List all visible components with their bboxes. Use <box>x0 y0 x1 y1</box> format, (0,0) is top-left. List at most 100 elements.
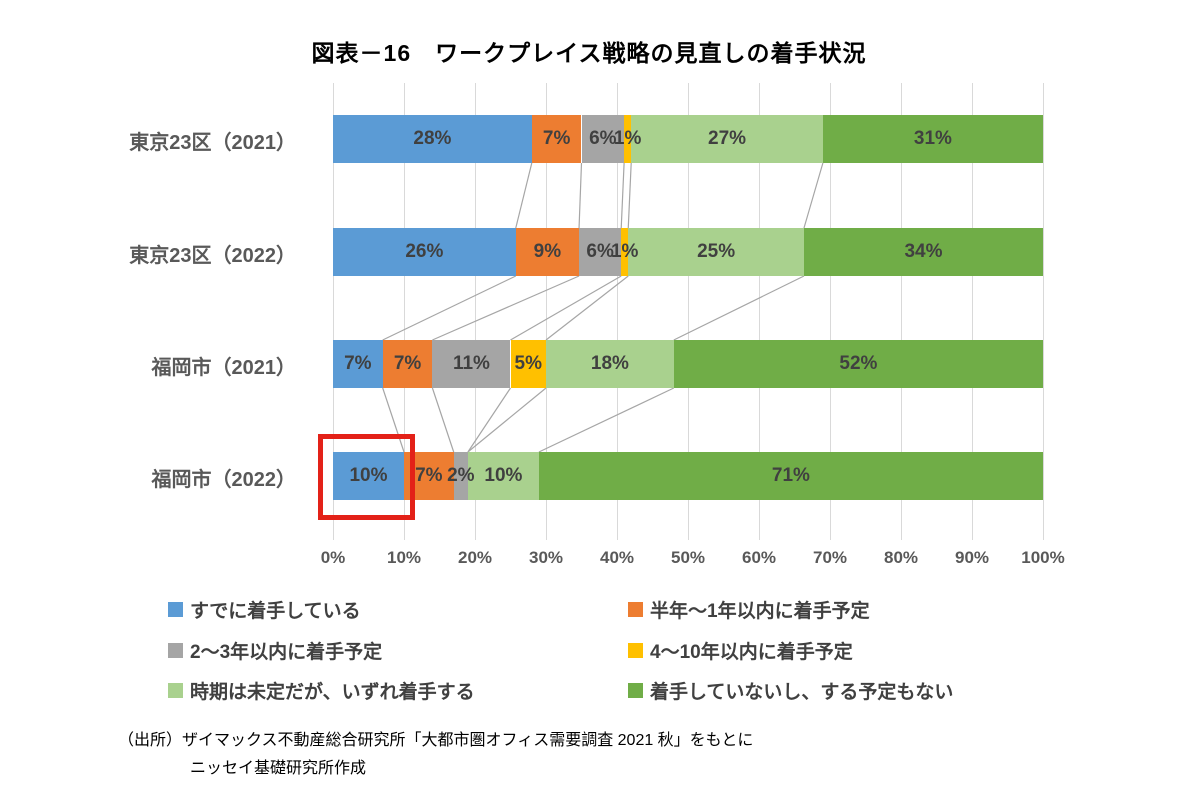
series-connector-lines <box>382 162 824 453</box>
gridline <box>901 83 902 540</box>
segment-data-label: 7% <box>393 353 422 374</box>
segment-data-label: 7% <box>542 128 571 149</box>
legend-item: 半年～1年以内に着手予定 <box>628 596 870 622</box>
bar-segment <box>673 340 1043 388</box>
legend-swatch <box>628 601 643 617</box>
gridline <box>617 83 618 540</box>
segment-data-label: 27% <box>708 128 747 149</box>
x-axis-tick-label: 90% <box>954 548 990 567</box>
segment-data-label: 25% <box>697 241 736 262</box>
gridline <box>830 83 831 540</box>
segment-data-label: 1% <box>613 128 642 149</box>
bar-row: 10% 7% 2% 10% 71% <box>333 452 1043 500</box>
segment-data-label: 11% <box>452 353 490 374</box>
segment-data-label: 31% <box>913 128 952 149</box>
bar-segment <box>333 228 516 276</box>
legend-swatch <box>168 601 183 617</box>
gridline <box>688 83 689 540</box>
segment-data-label: 7% <box>415 465 443 486</box>
bar-segment <box>453 452 468 500</box>
bar-segment <box>382 340 433 388</box>
bar-segment <box>510 340 546 388</box>
bar-segment <box>432 340 511 388</box>
legend-swatch <box>628 642 643 658</box>
gridline <box>972 83 973 540</box>
gridline <box>546 83 547 540</box>
source-line-2: ニッセイ基礎研究所作成 <box>190 760 367 777</box>
x-axis-tick-label: 10% <box>386 548 422 567</box>
segment-data-label: 10% <box>349 465 388 486</box>
bar-segment <box>631 115 823 163</box>
plot-area: 28% 7% 6% 1% 27% 31% 26% 9% 6% 1% 25% 34% 7% 7% 11% 5% 1… <box>333 83 1044 540</box>
segment-data-label: 9% <box>533 241 562 262</box>
legend-label: 2～3年以内に着手予定 <box>190 641 383 663</box>
segment-data-label: 6% <box>589 128 617 149</box>
x-axis-tick-label: 80% <box>883 548 919 567</box>
legend-item: 着手していないし、する予定もない <box>628 677 953 703</box>
segment-data-label: 7% <box>344 353 372 374</box>
bar-segment <box>333 115 532 163</box>
x-axis-tick-label: 70% <box>812 548 848 567</box>
source-line-1: （出所）ザイマックス不動産総合研究所「大都市圏オフィス需要調査 2021 秋」を… <box>118 732 754 749</box>
segment-data-label: 10% <box>484 465 523 486</box>
highlight-rectangle <box>318 434 415 520</box>
legend-item: すでに着手している <box>168 596 361 622</box>
segment-data-label: 71% <box>771 465 810 486</box>
x-axis-tick-label: 20% <box>457 548 493 567</box>
x-axis-tick-label: 50% <box>670 548 706 567</box>
legend-swatch <box>628 682 643 698</box>
category-label: 東京23区（2021） <box>129 132 296 154</box>
category-label: 福岡市（2021） <box>151 357 297 379</box>
bar-segment <box>803 228 1043 276</box>
bar-segment <box>628 228 804 276</box>
bar-row: 26% 9% 6% 1% 25% 34% <box>333 228 1043 276</box>
x-axis-tick-label: 40% <box>599 548 635 567</box>
segment-data-label: 34% <box>904 241 943 262</box>
bar-segment <box>546 340 674 388</box>
legend-label: 着手していないし、する予定もない <box>650 681 954 703</box>
source-note: （出所）ザイマックス不動産総合研究所「大都市圏オフィス需要調査 2021 秋」を… <box>118 727 753 783</box>
legend-swatch <box>168 642 183 658</box>
x-axis-tick-label: 100% <box>1021 548 1065 567</box>
gridline <box>333 83 334 540</box>
segment-data-label: 1% <box>610 241 639 262</box>
bar-segment <box>579 228 622 276</box>
gridline <box>475 83 476 540</box>
chart-title: 図表－16 ワークプレイス戦略の見直しの着手状況 <box>311 40 867 66</box>
x-axis-tick-label: 0% <box>320 548 346 567</box>
x-axis-tick-label: 60% <box>741 548 777 567</box>
legend-label: 4～10年以内に着手予定 <box>650 641 853 663</box>
category-label: 福岡市（2022） <box>151 469 297 491</box>
legend-swatch <box>168 682 183 698</box>
legend-label: 時期は未定だが、いずれ着手する <box>190 681 475 703</box>
bar-segment <box>333 340 383 388</box>
legend-item: 2～3年以内に着手予定 <box>168 637 382 663</box>
segment-data-label: 6% <box>586 241 614 262</box>
gridline <box>404 83 405 540</box>
legend-item: 時期は未定だが、いずれ着手する <box>168 677 475 703</box>
segment-data-label: 52% <box>839 353 878 374</box>
x-axis-tick-label: 30% <box>528 548 564 567</box>
segment-data-label: 28% <box>413 128 452 149</box>
bar-segment <box>822 115 1043 163</box>
segment-data-label: 5% <box>514 353 542 374</box>
bar-segment <box>581 115 625 163</box>
gridline <box>759 83 760 540</box>
segment-data-label: 2% <box>447 465 475 486</box>
legend-label: すでに着手している <box>190 600 361 622</box>
bar-segment <box>515 228 580 276</box>
bar-segment <box>621 228 629 276</box>
category-label: 東京23区（2022） <box>129 245 296 267</box>
bar-segment <box>531 115 582 163</box>
bar-segment <box>624 115 632 163</box>
segment-data-label: 26% <box>405 241 444 262</box>
bar-segment <box>538 452 1043 500</box>
bar-segment <box>333 452 404 500</box>
legend-label: 半年～1年以内に着手予定 <box>650 600 870 622</box>
bar-row: 7% 7% 11% 5% 18% 52% <box>333 340 1043 388</box>
segment-data-label: 18% <box>590 353 629 374</box>
bar-row: 28% 7% 6% 1% 27% 31% <box>333 115 1043 163</box>
gridline <box>1043 83 1044 540</box>
bar-segment <box>467 452 539 500</box>
